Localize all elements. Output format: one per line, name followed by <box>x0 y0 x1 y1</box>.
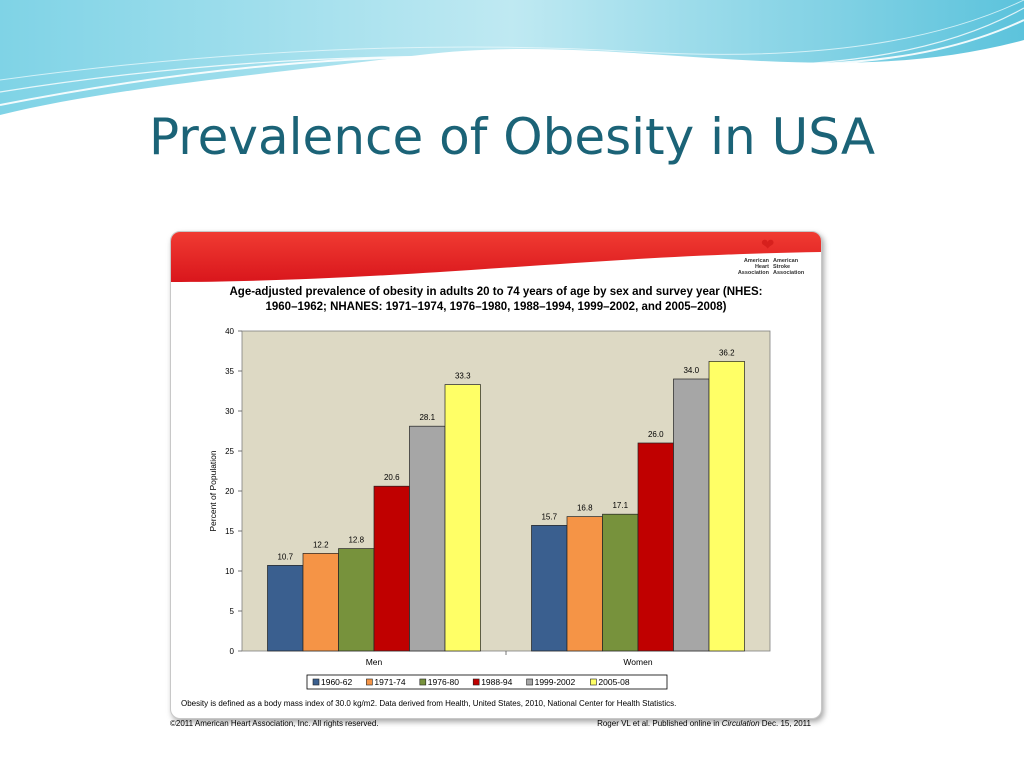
bar-chart: 0 5 10 15 20 25 30 35 40 Percent of Population 10.… <box>208 327 771 690</box>
data-label: 15.7 <box>541 512 557 521</box>
legend-label: 1988-94 <box>481 677 512 687</box>
chart-title: Age-adjusted prevalence of obesity in ad… <box>171 285 821 315</box>
asa-logo-text: American Stroke Association <box>773 258 805 276</box>
legend-label: 1976-80 <box>428 677 459 687</box>
bar <box>531 525 568 652</box>
data-label: 28.1 <box>419 413 435 422</box>
bar <box>302 553 339 652</box>
y-tick-label: 35 <box>225 367 234 376</box>
data-label: 34.0 <box>683 366 699 375</box>
x-category-label: Women <box>623 657 652 667</box>
chart-title-line-2: 1960–1962; NHANES: 1971–1974, 1976–1980,… <box>265 301 727 313</box>
chart-card: ❤ American Heart Association American St… <box>170 231 822 719</box>
red-banner <box>171 232 821 282</box>
aha-logo: ❤ American Heart Association American St… <box>731 238 811 280</box>
y-tick-label: 15 <box>225 527 234 536</box>
legend-swatch <box>590 678 597 686</box>
legend-label: 1971-74 <box>374 677 405 687</box>
aha-logo-text: American Heart Association <box>737 258 769 276</box>
y-tick-label: 10 <box>225 567 234 576</box>
data-label: 26.0 <box>648 430 664 439</box>
chart-title-line-1: Age-adjusted prevalence of obesity in ad… <box>229 286 763 298</box>
data-label: 12.2 <box>313 540 329 549</box>
bar <box>373 485 410 652</box>
citation-text: Roger VL et al. Published online in Circ… <box>597 719 811 728</box>
bar <box>673 378 710 652</box>
data-label: 10.7 <box>277 552 293 561</box>
slide-title: Prevalence of Obesity in USA <box>148 108 876 166</box>
legend-label: 1999-2002 <box>535 677 576 687</box>
legend-box <box>306 674 668 690</box>
bar <box>338 548 375 652</box>
y-tick-label: 20 <box>225 487 234 496</box>
bar <box>444 384 481 652</box>
copyright-text: ©2011 American Heart Association, Inc. A… <box>170 719 379 728</box>
bar <box>708 361 745 652</box>
legend-label: 2005-08 <box>598 677 629 687</box>
y-tick-label: 25 <box>225 447 234 456</box>
header-wave-decoration <box>0 0 1024 115</box>
data-label: 20.6 <box>384 473 400 482</box>
y-tick-label: 5 <box>230 607 235 616</box>
data-label: 17.1 <box>612 501 628 510</box>
bar <box>267 565 304 652</box>
y-tick-label: 40 <box>225 327 234 336</box>
legend-swatch <box>419 678 427 686</box>
citation-journal: Circulation <box>721 719 760 728</box>
y-axis-label: Percent of Population <box>208 450 218 532</box>
citation-suffix: Dec. 15, 2011 <box>759 719 811 728</box>
citation-prefix: Roger VL et al. Published online in <box>597 719 722 728</box>
legend-swatch <box>472 678 480 686</box>
legend-swatch <box>312 678 320 686</box>
bar <box>637 442 674 652</box>
bar <box>409 425 446 652</box>
legend-label: 1960-62 <box>321 677 352 687</box>
bar <box>602 513 639 652</box>
data-label: 16.8 <box>577 504 593 513</box>
bar <box>566 516 603 652</box>
chart-footnote: Obesity is defined as a body mass index … <box>181 699 677 708</box>
x-category-label: Men <box>366 657 383 667</box>
y-tick-label: 30 <box>225 407 234 416</box>
legend-swatch <box>526 678 533 686</box>
legend-swatch <box>366 678 373 686</box>
data-label: 36.2 <box>719 348 735 357</box>
y-tick-label: 0 <box>230 647 235 656</box>
data-label: 12.8 <box>348 536 364 545</box>
heart-torch-icon: ❤ <box>761 237 775 254</box>
data-label: 33.3 <box>455 372 471 381</box>
